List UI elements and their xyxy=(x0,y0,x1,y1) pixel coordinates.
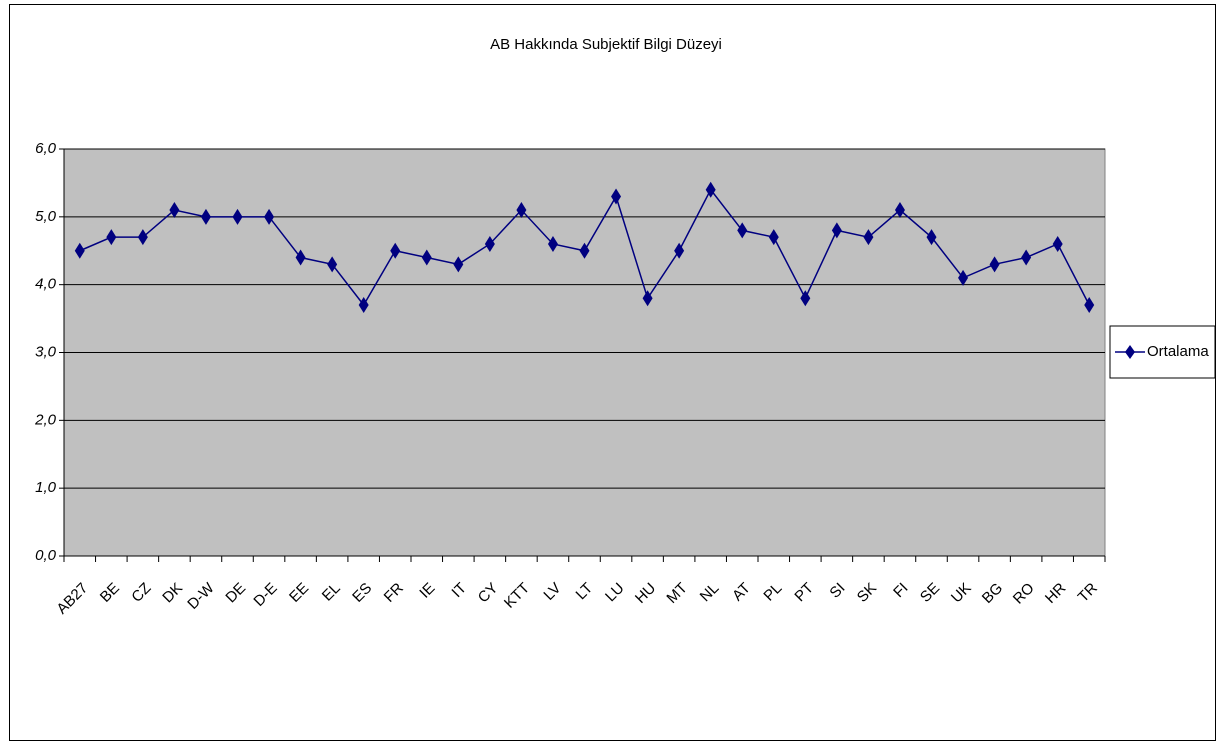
marker xyxy=(958,269,969,286)
marker xyxy=(800,290,811,307)
marker xyxy=(768,229,779,246)
marker xyxy=(674,242,685,259)
marker xyxy=(611,188,622,205)
y-tick-label: 2,0 xyxy=(34,411,57,428)
legend-label: Ortalama xyxy=(1147,343,1209,360)
marker xyxy=(137,229,148,246)
y-tick-label: 5,0 xyxy=(35,208,57,225)
marker xyxy=(106,229,117,246)
marker xyxy=(200,208,211,225)
y-tick-label: 3,0 xyxy=(35,343,57,360)
marker xyxy=(232,208,243,225)
marker xyxy=(579,242,590,259)
marker xyxy=(74,242,85,259)
y-tick-label: 6,0 xyxy=(35,140,57,157)
marker xyxy=(863,229,874,246)
legend-marker xyxy=(1125,345,1135,359)
chart-title: AB Hakkında Subjektif Bilgi Düzeyi xyxy=(490,36,722,53)
marker xyxy=(390,242,401,259)
marker xyxy=(169,202,180,219)
marker xyxy=(453,256,464,273)
marker xyxy=(926,229,937,246)
marker xyxy=(358,297,369,314)
marker xyxy=(1084,297,1095,314)
marker xyxy=(484,235,495,252)
marker xyxy=(547,235,558,252)
marker xyxy=(705,181,716,198)
marker xyxy=(642,290,653,307)
marker xyxy=(989,256,1000,273)
marker xyxy=(516,202,527,219)
marker xyxy=(894,202,905,219)
marker xyxy=(831,222,842,239)
y-tick-label: 0,0 xyxy=(35,547,57,564)
marker xyxy=(1052,235,1063,252)
y-tick-label: 1,0 xyxy=(35,479,57,496)
marker xyxy=(421,249,432,266)
marker xyxy=(1021,249,1032,266)
marker xyxy=(295,249,306,266)
marker xyxy=(327,256,338,273)
marker xyxy=(737,222,748,239)
marker xyxy=(264,208,275,225)
y-tick-label: 4,0 xyxy=(35,276,57,293)
